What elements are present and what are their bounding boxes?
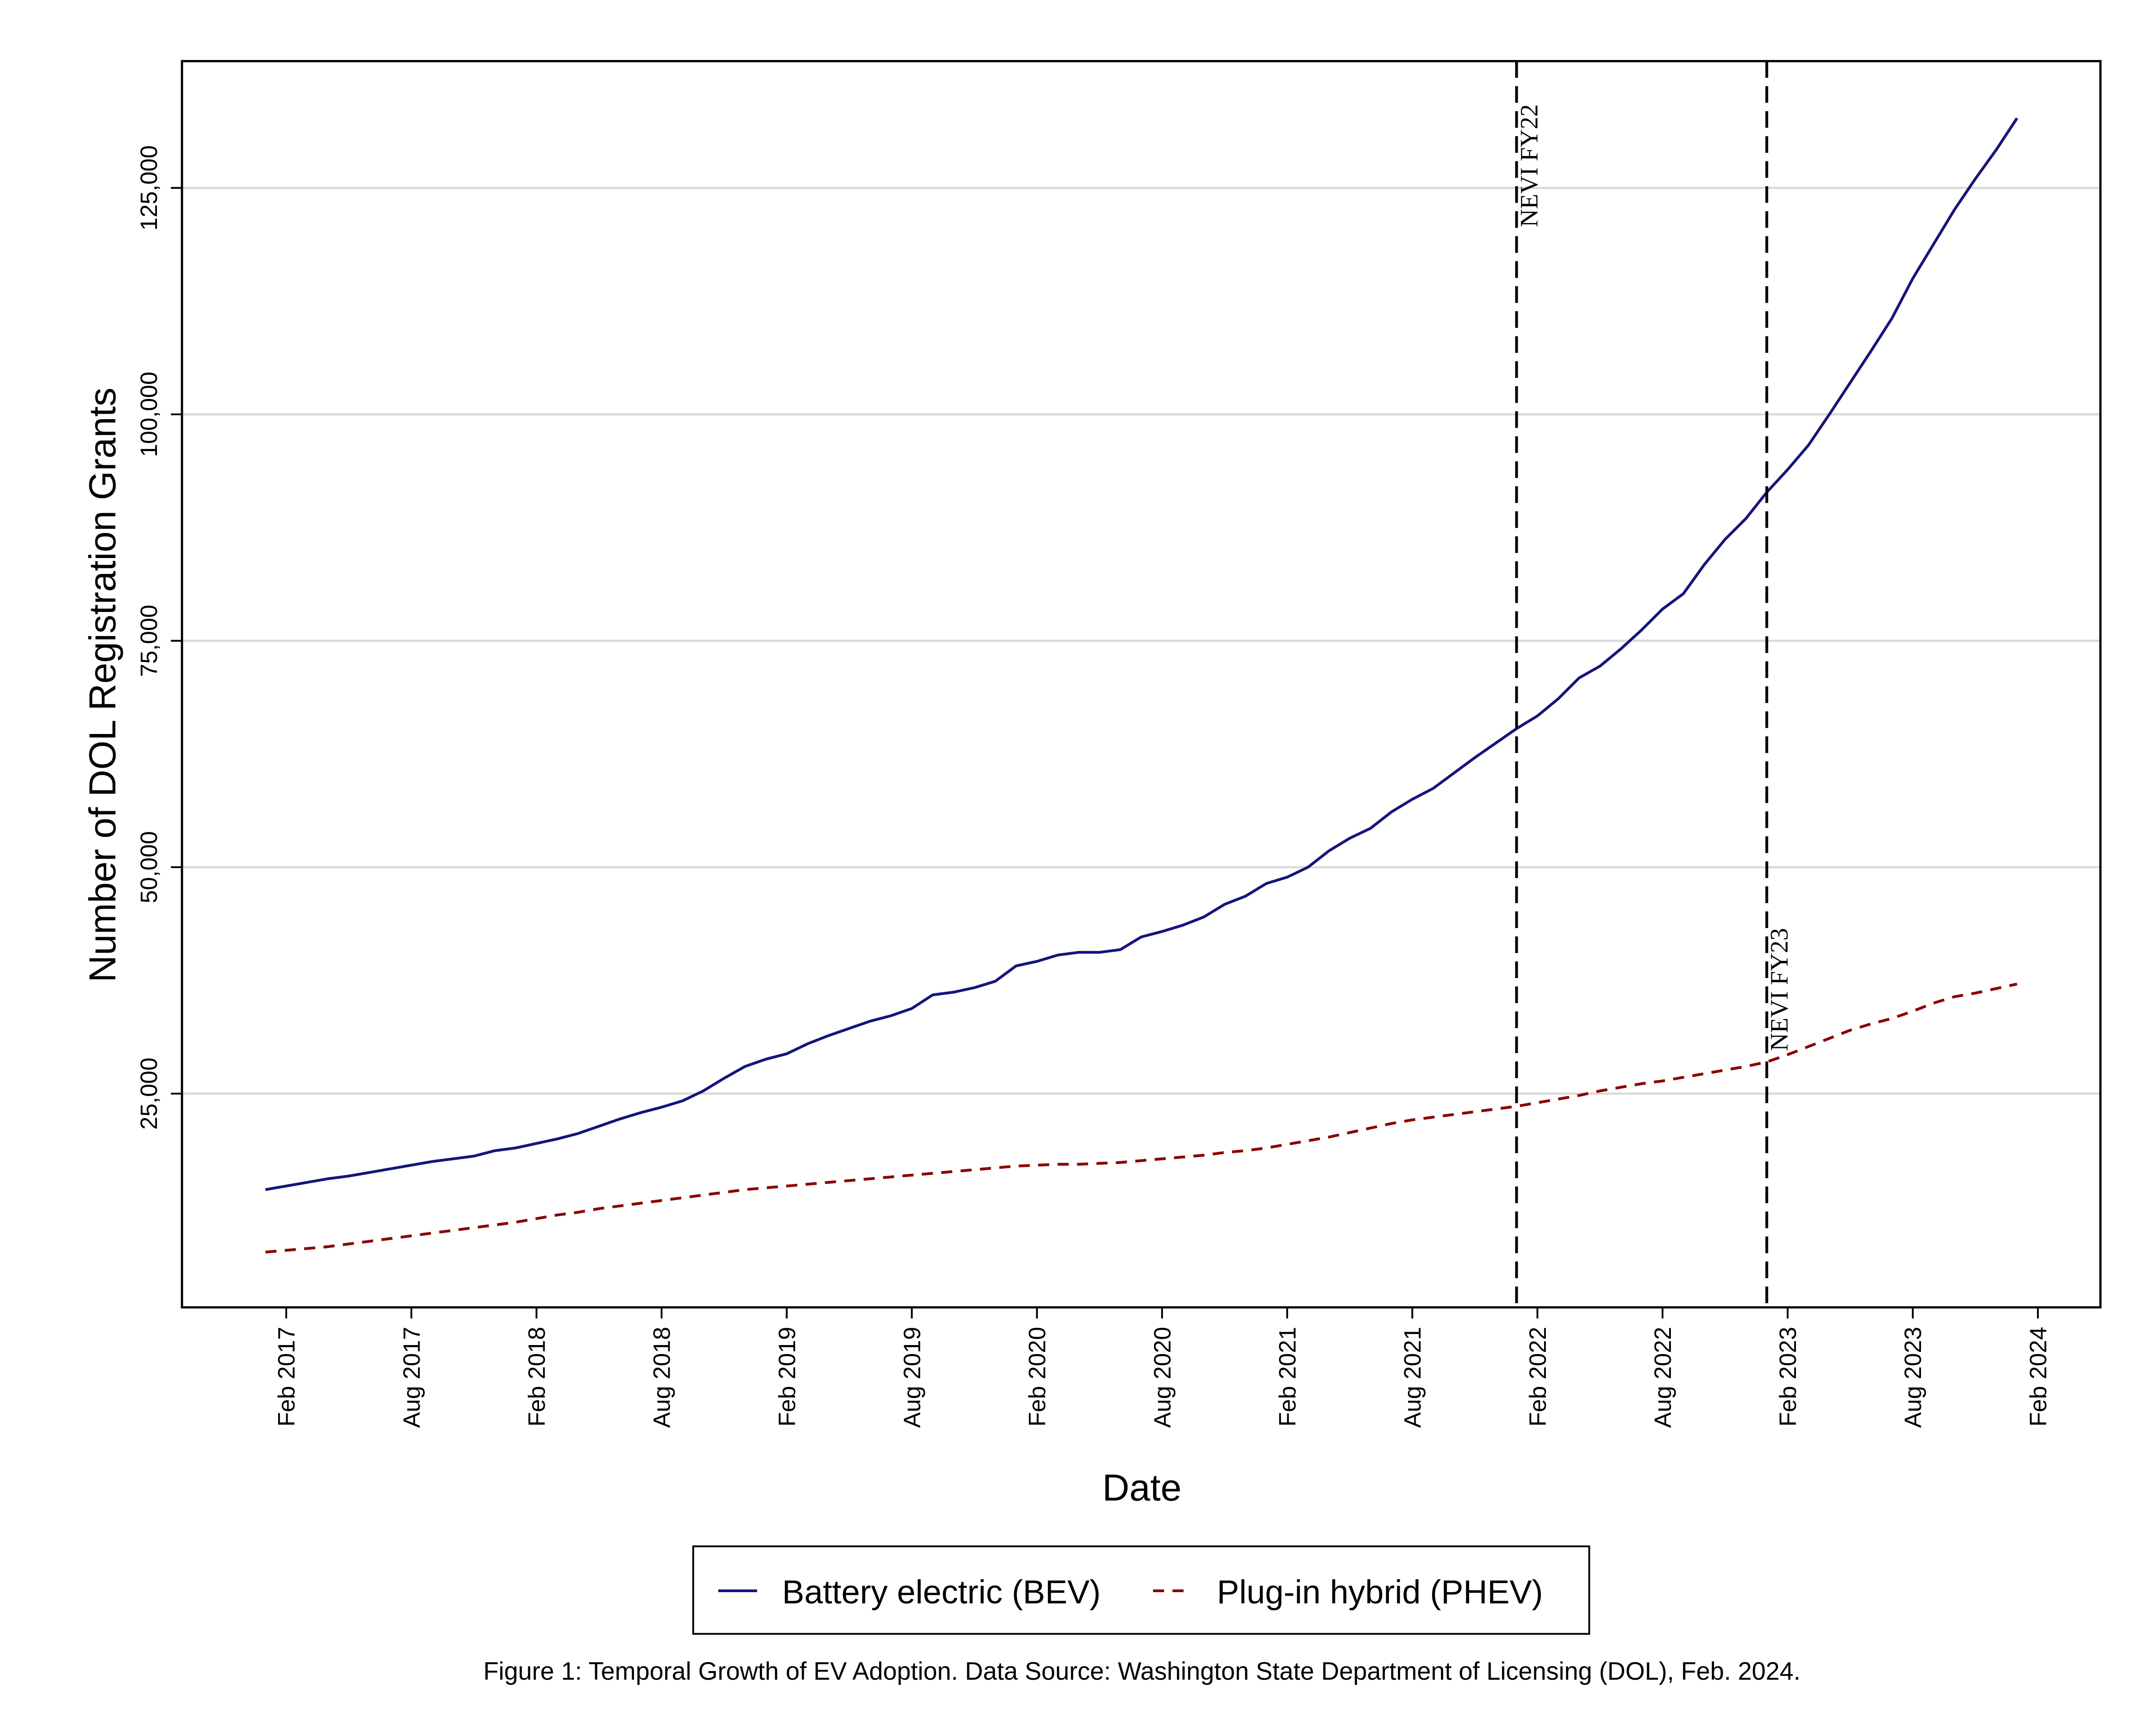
x-tick-label: Aug 2022 [1649,1327,1676,1428]
x-tick-label: Feb 2023 [1774,1327,1801,1427]
x-tick-label: Feb 2024 [2024,1327,2051,1427]
x-tick-label: Aug 2021 [1399,1327,1426,1428]
x-axis-title: Date [1102,1467,1181,1509]
y-tick-label: 75,000 [135,605,162,677]
y-tick-label: 50,000 [135,831,162,903]
x-tick-label: Aug 2019 [899,1327,925,1428]
x-tick-label: Feb 2017 [273,1327,300,1427]
x-tick-label: Feb 2022 [1524,1327,1551,1427]
y-tick-label: 100,000 [135,372,162,457]
caption: Figure 1: Temporal Growth of EV Adoption… [483,1658,1801,1685]
x-tick-label: Aug 2018 [649,1327,675,1428]
plot-frame [181,60,2102,1309]
legend-box [692,1545,1590,1635]
x-tick-label: Aug 2023 [1899,1327,1926,1428]
x-tick-label: Feb 2018 [523,1327,550,1427]
y-axis-title: Number of DOL Registration Grants [81,388,123,982]
y-tick-label: 125,000 [135,145,162,231]
annotation-label: NEVI FY22 [1515,104,1543,227]
legend-label: Battery electric (BEV) [782,1574,1101,1611]
legend-label: Plug-in hybrid (PHEV) [1217,1574,1543,1611]
x-tick-label: Aug 2020 [1149,1327,1175,1428]
annotation-label: NEVI FY23 [1765,928,1793,1051]
series-line [265,117,2018,1191]
x-tick-label: Feb 2019 [774,1327,800,1427]
x-tick-label: Aug 2017 [398,1327,425,1428]
series-line [265,982,2018,1254]
x-tick-label: Feb 2020 [1024,1327,1050,1427]
y-tick-label: 25,000 [135,1057,162,1129]
x-tick-label: Feb 2021 [1274,1327,1300,1427]
